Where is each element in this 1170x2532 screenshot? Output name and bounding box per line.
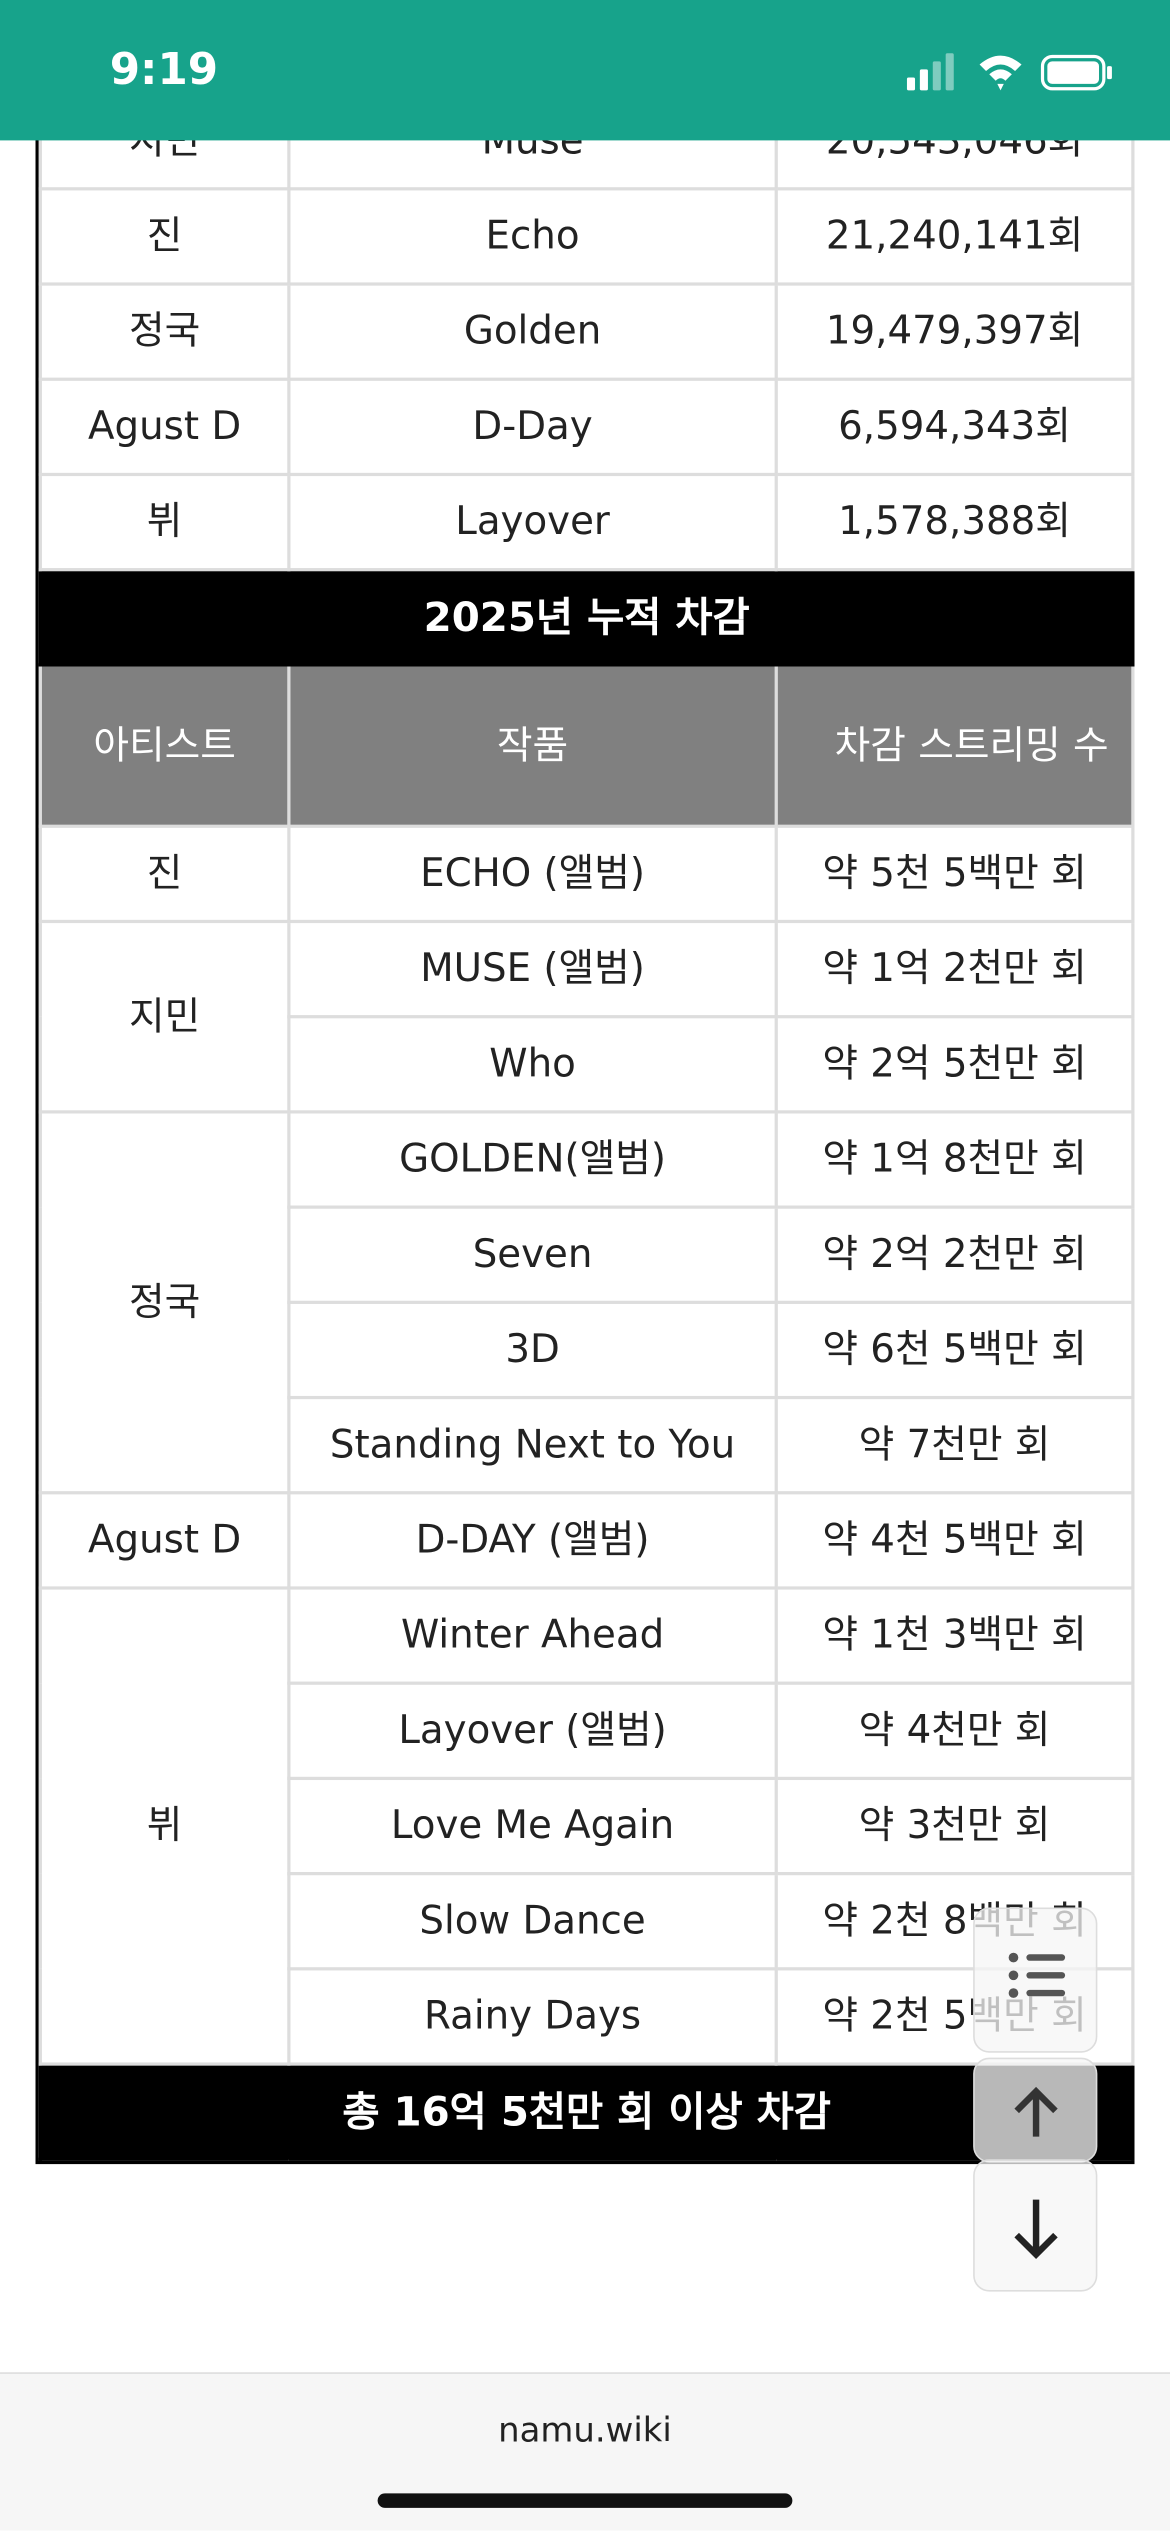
- artist-cell: 정국: [38, 1110, 291, 1495]
- count-cell: 약 1억 8천만 회: [774, 1110, 1135, 1209]
- table-row: 진 Echo 21,240,141회: [38, 187, 1135, 286]
- table-row: 지민 MUSE (앨범) 약 1억 2천만 회: [38, 919, 1135, 1114]
- table-cell: D-Day: [287, 377, 778, 477]
- count-cell: 약 5천 5백만 회: [774, 824, 1135, 924]
- table-cell: 1,578,388회: [774, 472, 1135, 572]
- count-cell: 약 2억 5천만 회: [774, 1015, 1135, 1114]
- count-cell: 약 1천 3백만 회: [774, 1586, 1135, 1685]
- work-cell: GOLDEN(앨범): [287, 1110, 778, 1209]
- total: 총 16억 5천만 회 이상 차감: [38, 2062, 1135, 2161]
- table-row: 정국 GOLDEN(앨범) 약 1억 8천만 회: [38, 1110, 1135, 1495]
- header-cell: 차감 스트리밍 수: [774, 663, 1135, 828]
- table-row: Love Me Again 약 3천만 회: [40, 1776, 1135, 1876]
- scroll-down-button[interactable]: [973, 2159, 1098, 2292]
- table-cell: 21,240,141회: [774, 187, 1135, 286]
- work-cell: Seven: [287, 1205, 778, 1304]
- table-frame: 지민Muse20,543,046회진Echo21,240,141회정국Golde…: [35, 91, 1135, 2165]
- count-cell: 약 6천 5백만 회: [774, 1300, 1135, 1400]
- browser-bar: namu.wiki: [0, 2372, 1170, 2531]
- table-cell: Layover: [287, 472, 778, 572]
- clock: 9:19: [109, 45, 219, 96]
- table-row: Standing Next to You 약 7천만 회: [40, 1395, 1135, 1495]
- total-row: 총 16억 5천만 회 이상 차감: [38, 2062, 1135, 2161]
- work-cell: Rainy Days: [287, 1967, 778, 2066]
- work-cell: Winter Ahead: [287, 1586, 778, 1685]
- table-row: 진 ECHO (앨범) 약 5천 5백만 회: [38, 824, 1135, 924]
- section-row: 2025년 누적 차감: [38, 568, 1135, 667]
- floating-buttons: [973, 1907, 1098, 2292]
- count-cell: 약 7천만 회: [774, 1395, 1135, 1495]
- table-cell: Echo: [287, 187, 778, 286]
- work-cell: D-DAY (앨범): [287, 1491, 778, 1590]
- table-cell: 진: [38, 187, 291, 286]
- status-bar: 9:19: [0, 0, 1170, 141]
- table-row: Who 약 2억 5천만 회: [40, 1015, 1135, 1114]
- count-cell: 약 4천 5백만 회: [774, 1491, 1135, 1590]
- artist-cell: 지민: [38, 919, 291, 1114]
- work-cell: Love Me Again: [287, 1776, 778, 1876]
- work-cell: Layover (앨범): [287, 1681, 778, 1781]
- scroll-up-button[interactable]: [973, 2057, 1098, 2163]
- work-cell: Standing Next to You: [287, 1395, 778, 1495]
- status-icons: [906, 53, 1112, 91]
- table-cell: 19,479,397회: [774, 282, 1135, 381]
- table-row: 뷔 Layover 1,578,388회: [38, 472, 1135, 572]
- header-row: 아티스트 작품 차감 스트리밍 수: [38, 663, 1135, 828]
- toc-button[interactable]: [973, 1907, 1098, 2053]
- work-cell: MUSE (앨범): [287, 919, 778, 1019]
- table-row: Agust D D-Day 6,594,343회: [38, 377, 1135, 477]
- count-cell: 약 3천만 회: [774, 1776, 1135, 1876]
- section-title: 2025년 누적 차감: [38, 568, 1135, 667]
- table-row: Agust D D-DAY (앨범) 약 4천 5백만 회: [38, 1491, 1135, 1590]
- table-cell: 뷔: [38, 472, 291, 572]
- table-row: Seven 약 2억 2천만 회: [40, 1205, 1135, 1304]
- artist-cell: 진: [38, 824, 291, 924]
- count-cell: 약 2억 2천만 회: [774, 1205, 1135, 1304]
- table-cell: 6,594,343회: [774, 377, 1135, 477]
- count-cell: 약 1억 2천만 회: [774, 919, 1135, 1019]
- work-cell: 3D: [287, 1300, 778, 1400]
- table-cell: Golden: [287, 282, 778, 381]
- count-cell: 약 4천만 회: [774, 1681, 1135, 1781]
- work-cell: Slow Dance: [287, 1872, 778, 1971]
- table-cell: 정국: [38, 282, 291, 381]
- url[interactable]: namu.wiki: [498, 2411, 672, 2450]
- work-cell: Who: [287, 1015, 778, 1114]
- artist-cell: 뷔: [38, 1586, 291, 2066]
- home-indicator: [377, 2493, 793, 2508]
- table-row: 정국 Golden 19,479,397회: [38, 282, 1135, 381]
- artist-cell: Agust D: [38, 1491, 291, 1590]
- header-cell: 아티스트: [38, 663, 291, 828]
- header-cell: 작품: [287, 663, 778, 828]
- table-row: Layover (앨범) 약 4천만 회: [40, 1681, 1135, 1781]
- work-cell: ECHO (앨범): [287, 824, 778, 924]
- table-row: 뷔 Winter Ahead 약 1천 3백만 회: [38, 1586, 1135, 2066]
- stream-table: 지민Muse20,543,046회진Echo21,240,141회정국Golde…: [38, 91, 1135, 2161]
- table-cell: Agust D: [38, 377, 291, 477]
- table-row: 3D 약 6천 5백만 회: [40, 1300, 1135, 1400]
